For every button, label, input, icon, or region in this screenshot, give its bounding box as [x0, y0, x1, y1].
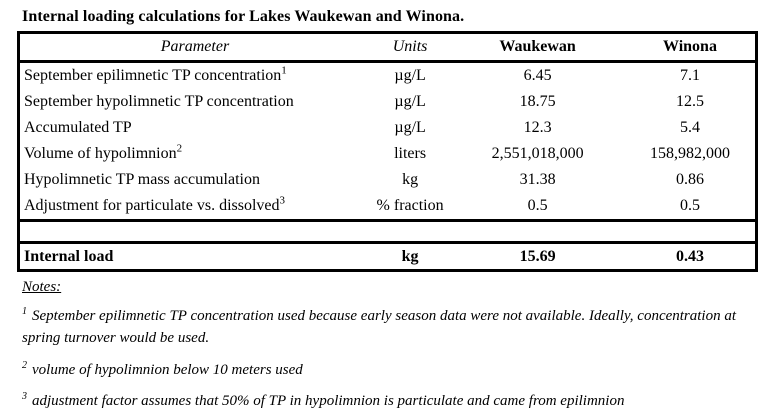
header-winona: Winona: [662, 38, 717, 55]
footnote-2-marker: 2: [22, 359, 27, 371]
spacer-cell: [19, 221, 757, 243]
total-waukewan-cell: 15.69: [519, 247, 556, 265]
waukewan-cell: 0.5: [527, 197, 548, 214]
internal-loading-table: Parameter Units Waukewan Winona Septembe…: [17, 31, 758, 272]
parameter-label: Adjustment for particulate vs. dissolved: [24, 197, 280, 214]
footnote-3-marker: 3: [22, 391, 27, 403]
table-row: Volume of hypolimnion2 liters 2,551,018,…: [19, 141, 757, 167]
header-row: Parameter Units Waukewan Winona: [18, 33, 757, 62]
table-row: Accumulated TP µg/L 12.3 5.4: [19, 115, 757, 141]
units-cell: kg: [402, 171, 419, 188]
parameter-cell: Adjustment for particulate vs. dissolved…: [19, 193, 370, 221]
header-waukewan: Waukewan: [499, 38, 576, 55]
table-row: Hypolimnetic TP mass accumulation kg 31.…: [19, 167, 757, 193]
footnote-3: 3 adjustment factor assumes that 50% of T…: [22, 391, 754, 413]
table-row: September epilimnetic TP concentration1 …: [19, 62, 757, 90]
footnote-1-marker: 1: [22, 306, 27, 317]
spacer-row: [18, 220, 757, 243]
footnote-2: 2 volume of hypolimnion below 10 meters u…: [22, 360, 754, 382]
footnote-marker: 2: [176, 142, 183, 155]
notes-section: Notes: 1 September epilimnetic TP concent…: [17, 279, 754, 413]
waukewan-cell: 2,551,018,000: [491, 145, 584, 162]
waukewan-cell: 6.45: [523, 67, 552, 84]
total-row: Internal load kg 15.69 0.43: [19, 243, 757, 271]
winona-cell: 5.4: [679, 119, 700, 136]
table-row: Adjustment for particulate vs. dissolved…: [19, 193, 757, 221]
waukewan-cell: 18.75: [519, 93, 556, 110]
footnote-marker: 3: [279, 194, 286, 207]
footnote-2-text: volume of hypolimnion below 10 meters us…: [32, 361, 303, 378]
footnote-1-text: September epilimnetic TP concentration u…: [22, 308, 737, 346]
parameter-label: September epilimnetic TP concentration: [24, 67, 282, 84]
header-parameter: Parameter: [160, 38, 230, 55]
units-cell: liters: [394, 145, 427, 162]
footnote-marker: 1: [281, 64, 287, 77]
total-winona-cell: 0.43: [675, 247, 704, 265]
parameter-cell: September epilimnetic TP concentration1: [19, 62, 370, 90]
units-cell: µg/L: [394, 93, 426, 110]
footnote-1: 1 September epilimnetic TP concentration …: [22, 306, 754, 350]
notes-heading: Notes:: [22, 279, 62, 295]
header-units: Units: [392, 38, 428, 55]
parameter-label: September hypolimnetic TP concentration: [24, 93, 294, 110]
winona-cell: 12.5: [675, 93, 704, 110]
units-cell: % fraction: [376, 197, 444, 214]
parameter-label: Accumulated TP: [24, 119, 132, 136]
waukewan-cell: 12.3: [523, 119, 552, 136]
parameter-label: Hypolimnetic TP mass accumulation: [24, 171, 260, 188]
units-cell: µg/L: [394, 119, 426, 136]
footnote-3-text: adjustment factor assumes that 50% of TP…: [32, 393, 625, 410]
total-units-cell: kg: [401, 247, 419, 265]
winona-cell: 7.1: [679, 67, 700, 84]
units-cell: µg/L: [394, 67, 426, 84]
table-row: September hypolimnetic TP concentration …: [19, 89, 757, 115]
total-label-cell: Internal load: [24, 247, 114, 265]
winona-cell: 0.86: [675, 171, 704, 188]
parameter-cell: Volume of hypolimnion2: [19, 141, 370, 167]
parameter-cell: Accumulated TP: [19, 115, 370, 141]
waukewan-cell: 31.38: [519, 171, 556, 188]
parameter-label: Volume of hypolimnion: [24, 145, 177, 162]
winona-cell: 0.5: [679, 197, 700, 214]
table-title: Internal loading calculations for Lakes …: [22, 8, 465, 25]
parameter-cell: Hypolimnetic TP mass accumulation: [19, 167, 370, 193]
winona-cell: 158,982,000: [649, 145, 730, 162]
parameter-cell: September hypolimnetic TP concentration: [19, 89, 370, 115]
